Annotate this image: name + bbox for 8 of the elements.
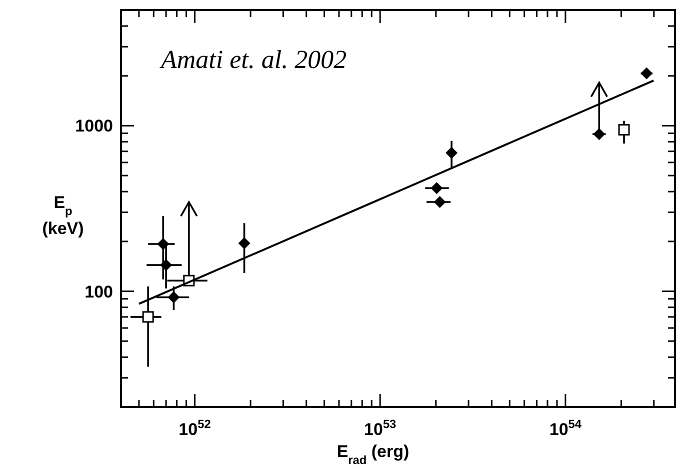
y-tick-label: 100 (84, 282, 113, 302)
x-tick-label: 10$^{53}$ (364, 417, 397, 439)
x-tick-label: 10$^{54}$ (549, 417, 582, 439)
annotation: Amati et. al. 2002 (159, 45, 347, 74)
x-tick-label: 10$^{52}$ (178, 417, 212, 439)
x-axis-title: E$_{rad}$ (erg) (336, 442, 410, 467)
y-axis-title: E$_{p}$ (keV) (42, 193, 84, 238)
y-tick-label: 1000 (75, 116, 113, 136)
